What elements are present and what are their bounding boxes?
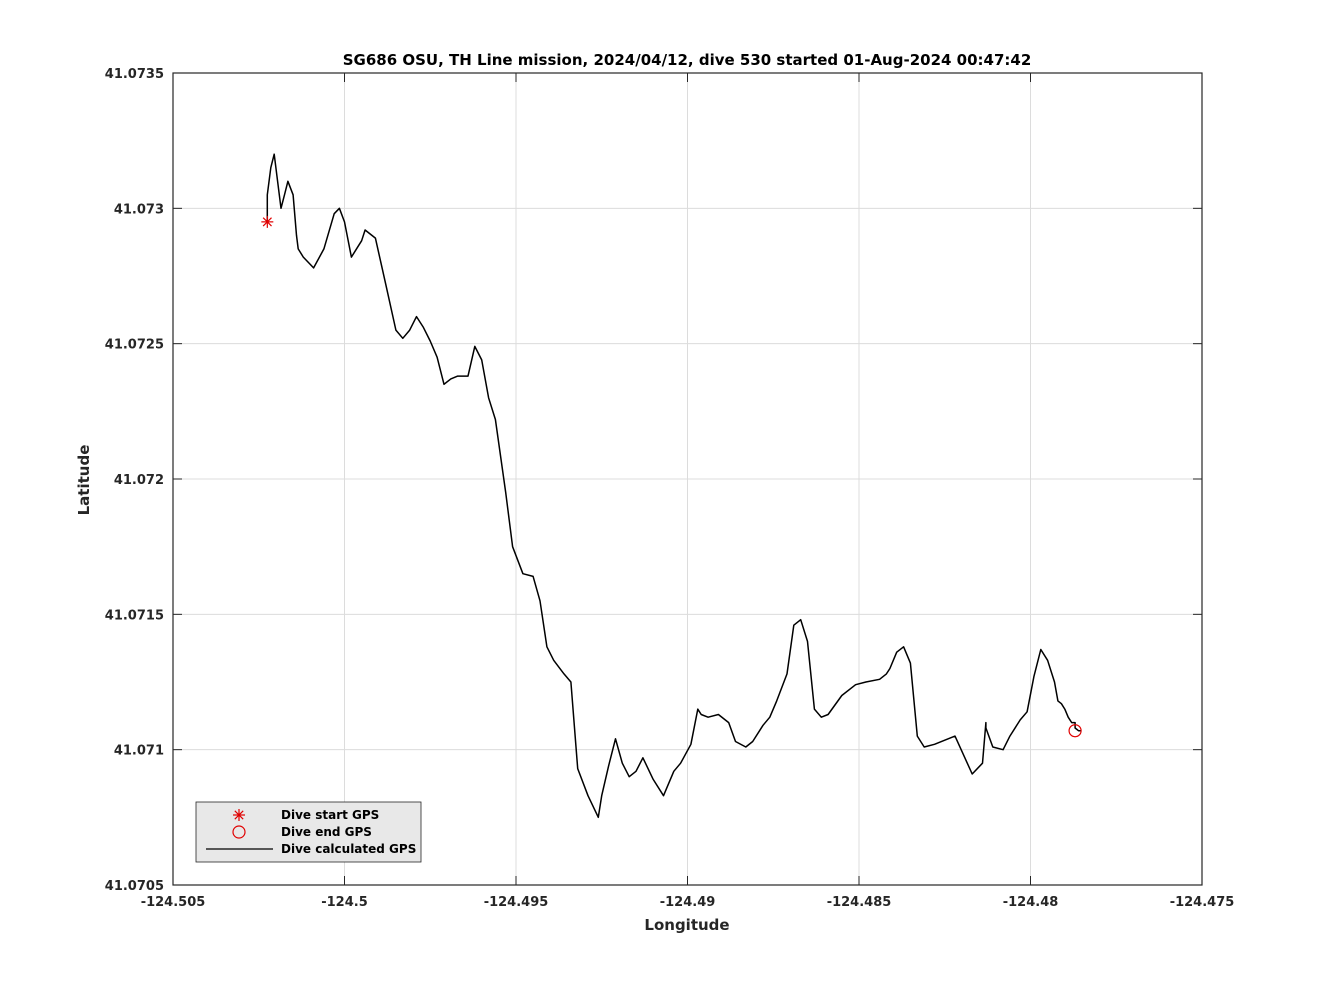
x-tick-labels: -124.505 -124.5 -124.495 -124.49 -124.485 -12… xyxy=(141,895,1235,910)
dive-end-marker xyxy=(1068,724,1082,738)
y-tick-label: 41.0735 xyxy=(105,67,164,82)
y-axis-title: Latitude xyxy=(75,445,93,516)
trajectory-line xyxy=(266,153,1081,819)
y-tick-label: 41.071 xyxy=(114,744,164,759)
legend-start-label: Dive start GPS xyxy=(281,808,379,822)
y-tick-label: 41.0705 xyxy=(105,879,164,894)
x-tick-label: -124.5 xyxy=(321,895,368,910)
x-tick-label: -124.475 xyxy=(1170,895,1235,910)
x-tick-label: -124.48 xyxy=(1003,895,1059,910)
x-tick-label: -124.505 xyxy=(141,895,206,910)
marker-layer xyxy=(261,215,1082,738)
axis-ticks xyxy=(172,72,1203,886)
chart-title: SG686 OSU, TH Line mission, 2024/04/12, … xyxy=(343,51,1032,69)
y-tick-label: 41.0715 xyxy=(105,608,164,623)
y-tick-label: 41.0725 xyxy=(105,338,164,353)
dive-start-stroke xyxy=(262,217,272,227)
x-tick-label: -124.495 xyxy=(484,895,549,910)
trajectory-layer xyxy=(266,153,1081,819)
x-axis-title: Longitude xyxy=(644,916,729,934)
legend-end-label: Dive end GPS xyxy=(281,825,372,839)
legend: Dive start GPS Dive end GPS Dive calcula… xyxy=(195,801,422,863)
y-tick-labels: 41.0705 41.071 41.0715 41.072 41.0725 41.073 4… xyxy=(105,67,164,894)
dive-start-marker xyxy=(261,215,274,228)
legend-end-marker xyxy=(232,825,246,839)
legend-line-label: Dive calculated GPS xyxy=(281,842,416,856)
x-tick-label: -124.485 xyxy=(827,895,892,910)
y-tick-label: 41.073 xyxy=(114,202,164,217)
legend-start-marker xyxy=(233,809,245,821)
x-tick-label: -124.49 xyxy=(660,895,716,910)
y-tick-label: 41.072 xyxy=(114,473,164,488)
